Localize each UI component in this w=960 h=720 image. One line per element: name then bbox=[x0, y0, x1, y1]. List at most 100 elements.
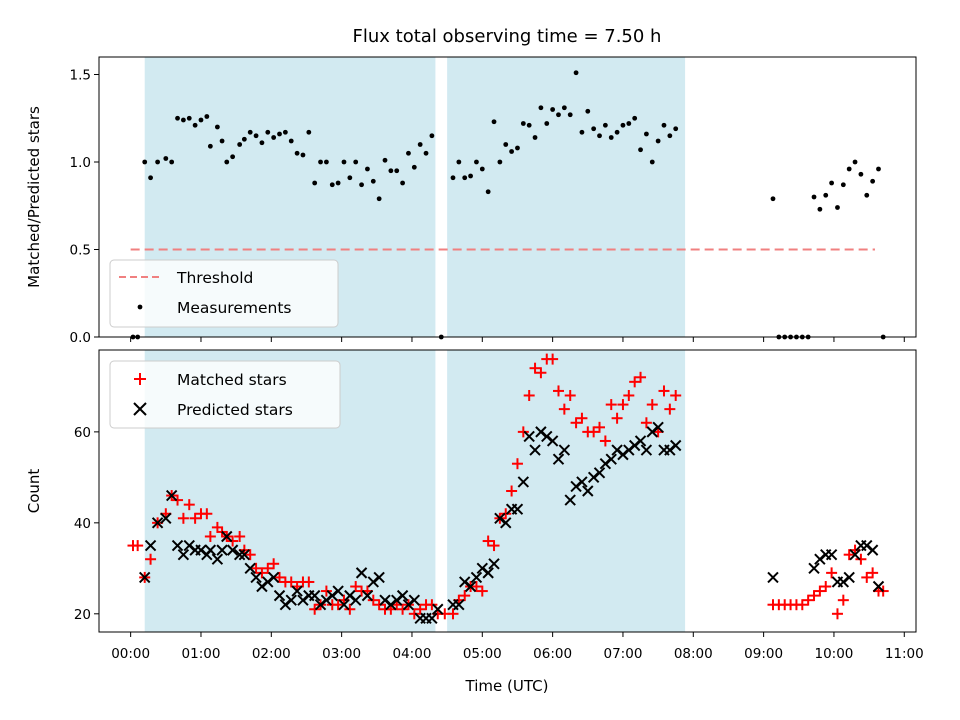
x-tick-label: 00:00 bbox=[111, 646, 150, 662]
measurement-point bbox=[515, 145, 520, 151]
top-x-ticks bbox=[130, 337, 905, 342]
top-shaded-intervals bbox=[144, 57, 686, 337]
x-axis-label: Time (UTC) bbox=[465, 677, 549, 695]
predicted-star-point bbox=[640, 444, 653, 456]
predicted-star-point bbox=[165, 489, 178, 502]
matched-star-point bbox=[447, 608, 459, 620]
predicted-star-point bbox=[564, 494, 576, 506]
measurement-point bbox=[661, 122, 667, 128]
measurement-point bbox=[230, 154, 236, 160]
matched-star-point bbox=[529, 362, 541, 374]
matched-star-point bbox=[796, 599, 808, 611]
measurement-point bbox=[503, 142, 509, 147]
matched-star-point bbox=[482, 535, 494, 547]
matched-star-point bbox=[309, 603, 321, 615]
measurement-point bbox=[271, 135, 277, 140]
predicted-star-point bbox=[139, 571, 151, 584]
predicted-star-point bbox=[160, 512, 172, 524]
matched-star-point bbox=[623, 389, 635, 401]
x-tick-label: 06:00 bbox=[533, 646, 572, 662]
predicted-star-point bbox=[291, 585, 303, 597]
y-tick-label: 0.5 bbox=[70, 243, 91, 259]
measurement-point bbox=[388, 168, 394, 174]
measurement-point bbox=[324, 159, 329, 165]
measurement-point bbox=[468, 173, 473, 179]
measurement-point bbox=[817, 206, 823, 212]
predicted-star-point bbox=[267, 571, 280, 584]
predicted-star-points bbox=[139, 421, 885, 625]
predicted-star-point bbox=[426, 612, 438, 625]
measurement-point bbox=[237, 142, 243, 147]
matched-star-point bbox=[332, 599, 344, 611]
measurement-point bbox=[306, 129, 312, 135]
measurement-point bbox=[277, 131, 282, 137]
predicted-star-point bbox=[349, 594, 362, 606]
matched-star-point bbox=[344, 603, 356, 615]
matched-star-point bbox=[605, 399, 617, 411]
measurement-point bbox=[550, 107, 556, 112]
matched-star-point bbox=[367, 594, 379, 606]
measurement-point bbox=[247, 129, 253, 135]
x-tick-label: 11:00 bbox=[885, 646, 924, 662]
measurement-point bbox=[365, 166, 370, 172]
predicted-star-point bbox=[408, 594, 421, 606]
measurement-point bbox=[163, 156, 169, 161]
y-tick-label: 0.0 bbox=[70, 330, 91, 346]
measurement-point bbox=[175, 115, 180, 121]
measurement-point bbox=[579, 129, 585, 135]
bottom-y-ticks: 20 40 60 bbox=[74, 425, 99, 623]
predicted-star-point bbox=[500, 517, 512, 529]
x-tick-label: 10:00 bbox=[814, 646, 853, 662]
predicted-star-point bbox=[529, 444, 541, 456]
x-tick-label: 05:00 bbox=[463, 646, 502, 662]
matched-star-point bbox=[670, 389, 682, 401]
measurement-point bbox=[376, 196, 382, 202]
x-tick-label: 02:00 bbox=[252, 646, 291, 662]
measurement-point bbox=[673, 126, 679, 132]
measurement-point bbox=[429, 133, 435, 139]
measurement-point bbox=[811, 194, 817, 200]
predicted-star-point bbox=[216, 544, 228, 556]
measurement-point bbox=[155, 159, 161, 165]
measurement-point bbox=[852, 159, 858, 165]
y-tick-label: 1.0 bbox=[70, 155, 91, 171]
measurement-point bbox=[318, 159, 323, 165]
predicted-star-point bbox=[285, 594, 297, 606]
bottom-plot-frame bbox=[98, 349, 917, 633]
matched-star-point bbox=[588, 426, 600, 438]
predicted-star-point bbox=[593, 467, 606, 479]
predicted-star-point bbox=[273, 589, 286, 602]
predicted-star-point bbox=[511, 503, 524, 515]
matched-star-point bbox=[843, 549, 855, 561]
legend-predicted-label: Predicted stars bbox=[177, 401, 293, 419]
bottom-shaded-intervals bbox=[144, 350, 686, 632]
matched-star-point bbox=[511, 458, 523, 470]
matched-star-point bbox=[177, 512, 189, 524]
measurement-point bbox=[667, 133, 673, 139]
matched-star-point bbox=[837, 594, 849, 606]
matched-star-point bbox=[189, 512, 201, 524]
matched-star-point bbox=[459, 590, 471, 602]
matched-star-point bbox=[506, 485, 518, 497]
count-panel: 00:00 01:00 02:00 03:00 04:00 05:00 06:00 07:00… bbox=[25, 349, 924, 695]
matched-star-point bbox=[564, 389, 576, 401]
legend-measurements-swatch bbox=[137, 304, 143, 310]
predicted-star-point bbox=[361, 589, 374, 602]
matched-star-point bbox=[861, 571, 873, 583]
measurement-point bbox=[341, 159, 347, 165]
matched-star-point bbox=[350, 581, 362, 593]
measurement-point bbox=[526, 122, 532, 128]
bottom-legend-box bbox=[109, 360, 341, 429]
matched-star-point bbox=[646, 399, 658, 411]
predicted-star-point bbox=[558, 444, 571, 456]
matched-star-point bbox=[640, 417, 652, 429]
matched-star-point bbox=[488, 540, 500, 552]
measurement-point bbox=[597, 133, 602, 139]
measurement-point bbox=[538, 105, 544, 111]
predicted-star-point bbox=[355, 567, 368, 579]
measurement-point bbox=[300, 152, 306, 158]
matched-star-point bbox=[558, 403, 570, 415]
predicted-star-point bbox=[634, 435, 647, 447]
predicted-star-point bbox=[338, 599, 350, 611]
y-tick-label: 40 bbox=[74, 516, 91, 532]
